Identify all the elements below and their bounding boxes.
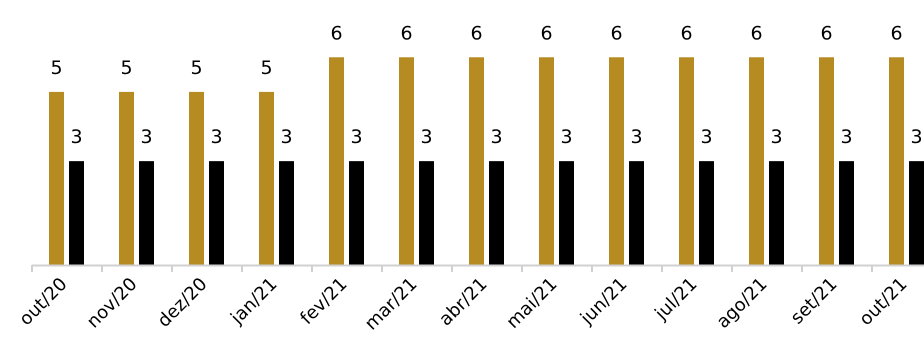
x-tick-label: set/21: [787, 274, 842, 329]
bar: [329, 57, 344, 265]
bar: [399, 57, 414, 265]
x-tick-label: out/20: [15, 274, 71, 330]
x-tick-label: dez/20: [154, 274, 212, 332]
x-tick-label: jun/21: [576, 274, 632, 330]
bar: [539, 57, 554, 265]
x-tick-label: abr/21: [435, 274, 491, 330]
bar: [139, 161, 154, 265]
bar: [349, 161, 364, 265]
data-label: 3: [910, 126, 922, 148]
data-label: 3: [770, 126, 782, 148]
bar: [629, 161, 644, 265]
data-label: 6: [750, 22, 762, 44]
data-label: 3: [420, 126, 432, 148]
data-label: 3: [700, 126, 712, 148]
data-label: 6: [610, 22, 622, 44]
data-label: 5: [50, 57, 62, 79]
data-label: 6: [820, 22, 832, 44]
x-axis: [31, 264, 924, 272]
bar: [209, 161, 224, 265]
data-label: 6: [540, 22, 552, 44]
data-label: 3: [630, 126, 642, 148]
data-label: 3: [210, 126, 222, 148]
x-tick-label: mai/21: [502, 274, 561, 333]
x-tick-label: mar/21: [361, 274, 422, 335]
bar: [469, 57, 484, 265]
bar: [609, 57, 624, 265]
bar: [489, 161, 504, 265]
data-label: 3: [840, 126, 852, 148]
data-label: 3: [70, 126, 82, 148]
data-label: 5: [260, 57, 272, 79]
bar: [819, 57, 834, 265]
data-label: 3: [560, 126, 572, 148]
data-label: 3: [490, 126, 502, 148]
x-tick-label: out/21: [855, 274, 911, 330]
bar: [189, 91, 204, 266]
bar: [839, 161, 854, 265]
x-tick-label: jan/21: [226, 274, 281, 329]
bar: [909, 161, 924, 265]
data-label: 6: [890, 22, 902, 44]
x-tick-labels: out/20 nov/20 dez/20 jan/21 fev/21 mar/21 abr/…: [15, 274, 911, 335]
data-labels-layer: 5 3 5 3 5 3 5 3 6 3 6 3 6 3 6 3 6 3 6 3 6 3 6 3 6 3: [50, 22, 922, 148]
x-tick-label: fev/21: [296, 274, 351, 329]
data-label: 5: [120, 57, 132, 79]
data-label: 6: [330, 22, 342, 44]
data-label: 5: [190, 57, 202, 79]
bar: [749, 57, 764, 265]
bar: [69, 161, 84, 265]
x-tick-label: ago/21: [713, 274, 772, 333]
data-label: 6: [400, 22, 412, 44]
bar: [679, 57, 694, 265]
data-label: 3: [140, 126, 152, 148]
bars-layer: [49, 57, 924, 266]
data-label: 6: [680, 22, 692, 44]
bar: [49, 91, 64, 266]
bar: [559, 161, 574, 265]
data-label: 3: [350, 126, 362, 148]
x-tick-label: jul/21: [650, 274, 701, 325]
bar: [419, 161, 434, 265]
bar: [769, 161, 784, 265]
data-label: 6: [470, 22, 482, 44]
bar: [119, 91, 134, 266]
bar: [279, 161, 294, 265]
bar: [699, 161, 714, 265]
bar: [259, 91, 274, 266]
bar: [889, 57, 904, 265]
data-label: 3: [280, 126, 292, 148]
x-tick-label: nov/20: [83, 274, 142, 333]
